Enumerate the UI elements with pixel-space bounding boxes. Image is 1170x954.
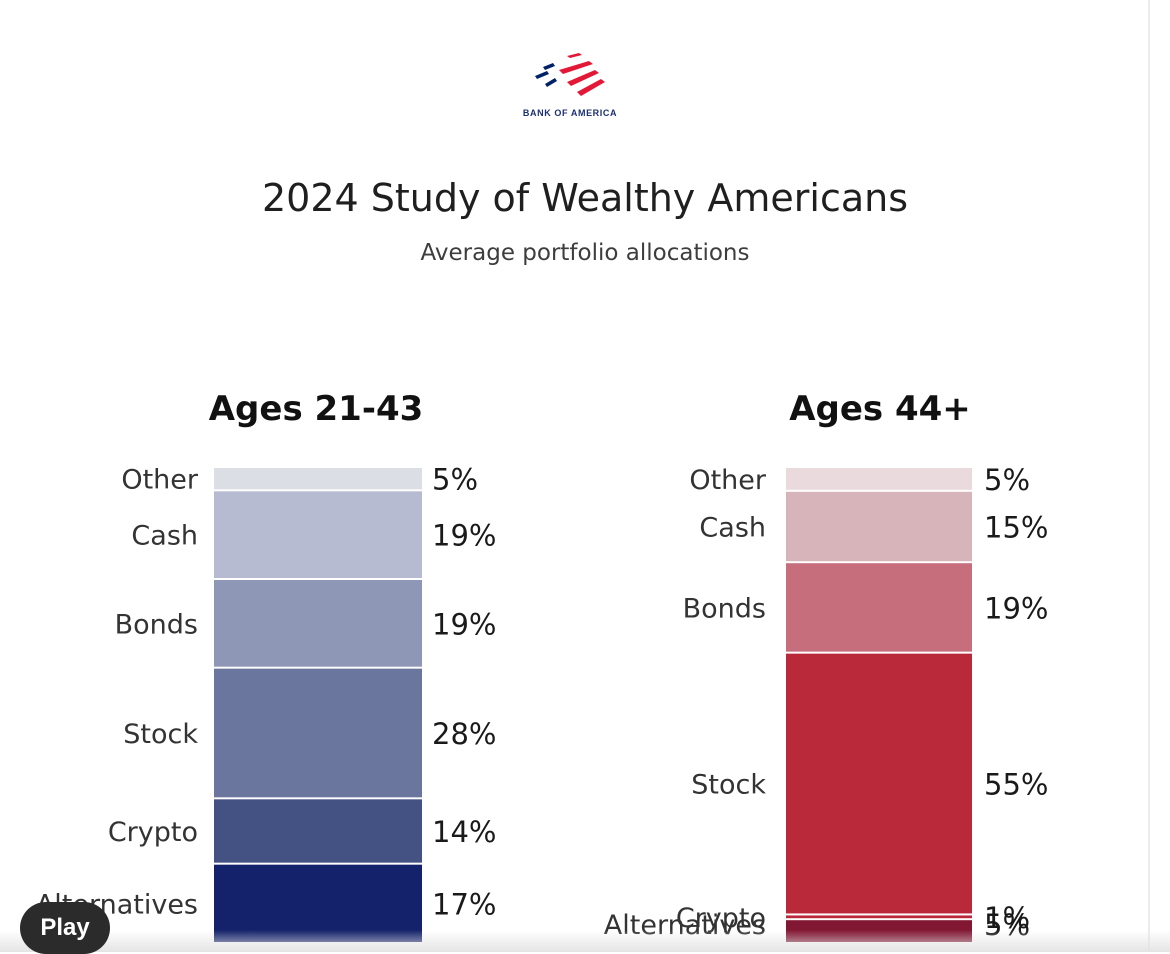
bar-segment-alternatives-1 [214,864,422,942]
segment-label-other-2: Other [689,465,767,496]
bar-segment-stock-1 [214,668,422,798]
category-heading-2: Ages 44+ [789,389,971,429]
chart-title: 2024 Study of Wealthy Americans [261,176,909,220]
bar-segment-cash-1 [214,491,422,578]
segment-label-cash-1: Cash [131,521,198,552]
logo-blue-stripes [535,63,557,87]
logo-red-stripes [559,53,605,96]
value-label-cash-2: 15% [984,511,1048,545]
flag-logo-icon [535,53,605,96]
bar-segment-crypto-1 [214,799,422,863]
bar-segment-bonds-1 [214,580,422,667]
bar-segment-cash-2 [786,491,972,562]
chart-subtitle: Average portfolio allocations [420,240,750,266]
value-label-other-1: 5% [432,463,478,497]
value-label-stock-2: 55% [984,768,1048,802]
value-label-bonds-2: 19% [984,591,1048,625]
value-label-alternatives-1: 17% [432,887,496,921]
bar-segment-other-2 [786,468,972,490]
segment-label-stock-1: Stock [123,719,198,750]
bar-segment-other-1 [214,468,422,490]
logo-wordmark: BANK OF AMERICA [522,108,618,118]
value-label-stock-1: 28% [432,717,496,751]
play-button[interactable]: Play [20,902,110,954]
frame-edge [1148,0,1150,952]
segment-label-crypto-1: Crypto [108,817,198,848]
video-bottom-shade [0,930,1170,952]
bar-segment-stock-2 [786,653,972,914]
category-heading-1: Ages 21-43 [209,389,424,429]
segment-label-stock-2: Stock [691,770,766,801]
value-label-other-2: 5% [984,463,1030,497]
segment-label-bonds-1: Bonds [115,609,198,640]
bar-segment-crypto-2 [786,915,972,919]
value-label-bonds-1: 19% [432,607,496,641]
segment-label-other-1: Other [121,465,199,496]
value-label-crypto-1: 14% [432,815,496,849]
bank-of-america-logo: BANK OF AMERICA [500,50,640,120]
segment-label-bonds-2: Bonds [683,593,766,624]
value-label-cash-1: 19% [432,519,496,553]
bar-segment-bonds-2 [786,563,972,652]
segment-label-crypto-2: Crypto [676,903,766,934]
segment-label-cash-2: Cash [699,513,766,544]
value-label-crypto-2: 1% [984,901,1030,935]
